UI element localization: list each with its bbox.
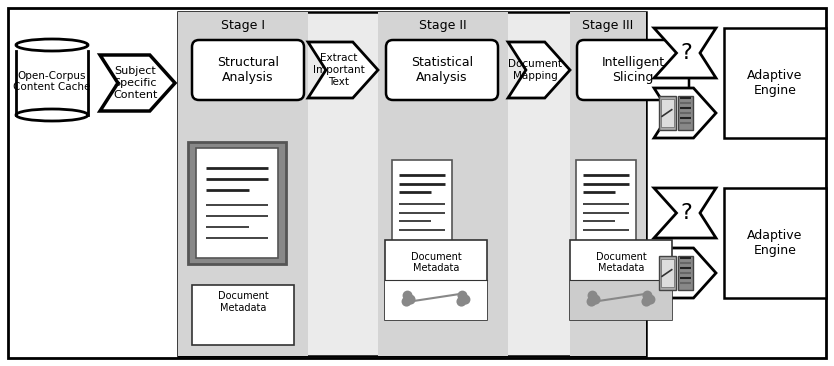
FancyBboxPatch shape <box>386 40 498 100</box>
Bar <box>196 148 278 258</box>
Text: Document
Mapping: Document Mapping <box>508 59 562 81</box>
Bar <box>385 240 487 320</box>
Bar <box>385 280 487 320</box>
Polygon shape <box>308 42 378 98</box>
Bar <box>724 188 826 298</box>
Text: Structural
Analysis: Structural Analysis <box>217 56 279 84</box>
Circle shape <box>588 291 597 300</box>
Bar <box>178 12 646 356</box>
Circle shape <box>403 291 413 300</box>
Bar <box>678 257 693 290</box>
Circle shape <box>641 296 651 307</box>
Bar <box>570 240 672 320</box>
Polygon shape <box>508 42 570 98</box>
Text: Statistical
Analysis: Statistical Analysis <box>411 56 473 84</box>
Text: Intelligent
Slicing: Intelligent Slicing <box>601 56 665 84</box>
Bar <box>724 28 826 138</box>
Circle shape <box>456 296 466 307</box>
Bar <box>678 96 693 130</box>
Bar <box>188 142 286 264</box>
Bar <box>178 12 308 356</box>
Text: Adaptive
Engine: Adaptive Engine <box>747 69 802 97</box>
Bar <box>661 100 674 127</box>
Circle shape <box>646 295 656 305</box>
Polygon shape <box>100 55 175 111</box>
Ellipse shape <box>16 39 88 51</box>
Bar <box>570 280 672 320</box>
Text: Extract
Important
Text: Extract Important Text <box>313 53 364 87</box>
Circle shape <box>457 291 467 300</box>
Circle shape <box>642 291 652 300</box>
FancyBboxPatch shape <box>577 40 689 100</box>
Circle shape <box>586 296 596 307</box>
Polygon shape <box>654 188 716 238</box>
FancyBboxPatch shape <box>192 40 304 100</box>
Text: ?: ? <box>681 43 692 63</box>
Bar <box>661 259 674 287</box>
Bar <box>576 160 636 245</box>
Circle shape <box>590 295 600 305</box>
Text: Document
Metadata: Document Metadata <box>595 251 646 273</box>
Text: Open-Corpus
Content Cache: Open-Corpus Content Cache <box>13 71 91 92</box>
Bar <box>659 96 676 130</box>
Bar <box>659 257 676 290</box>
Circle shape <box>460 295 470 305</box>
Ellipse shape <box>16 109 88 121</box>
Text: Adaptive
Engine: Adaptive Engine <box>747 229 802 257</box>
Text: Document
Metadata: Document Metadata <box>410 251 461 273</box>
Text: Document
Metadata: Document Metadata <box>218 291 269 313</box>
Bar <box>392 160 452 245</box>
Circle shape <box>405 295 415 305</box>
Text: Stage II: Stage II <box>420 19 467 33</box>
Polygon shape <box>654 248 716 298</box>
Text: Subject
Specific
Content: Subject Specific Content <box>113 66 158 100</box>
Polygon shape <box>654 88 716 138</box>
Bar <box>570 12 646 356</box>
Bar <box>192 285 294 345</box>
Text: Stage III: Stage III <box>582 19 634 33</box>
Bar <box>16 51 88 115</box>
Text: ?: ? <box>681 203 692 223</box>
Polygon shape <box>654 28 716 78</box>
Circle shape <box>401 296 411 307</box>
Text: Stage I: Stage I <box>221 19 265 33</box>
Bar <box>378 12 508 356</box>
